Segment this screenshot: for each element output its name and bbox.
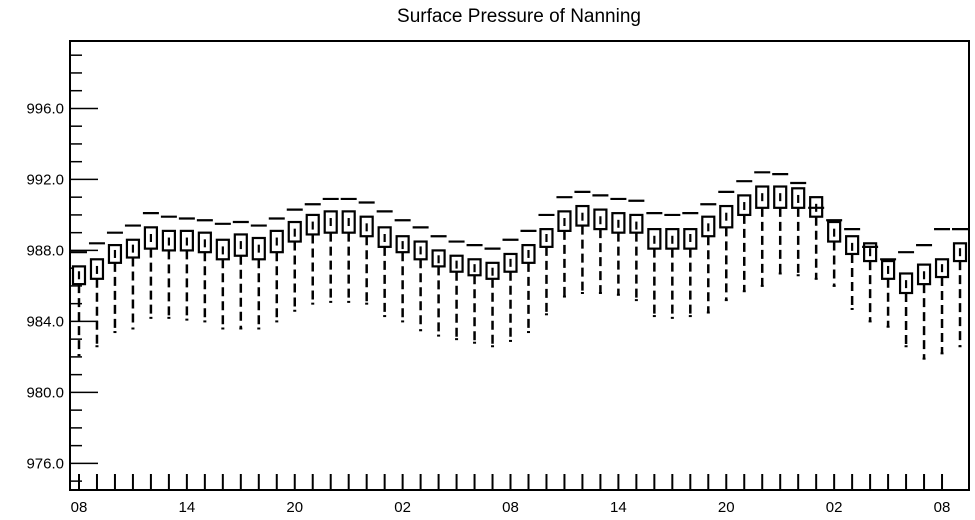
y-tick-label: 988.0	[26, 242, 64, 259]
y-tick-label: 992.0	[26, 171, 64, 188]
x-tick-label: 02	[826, 499, 843, 516]
x-tick-label: 20	[718, 499, 735, 516]
x-tick-label: 08	[934, 499, 951, 516]
x-tick-label: 08	[502, 499, 519, 516]
y-tick-label: 984.0	[26, 313, 64, 330]
chart-title: Surface Pressure of Nanning	[397, 6, 641, 27]
y-tick-label: 976.0	[26, 455, 64, 472]
x-tick-label: 14	[610, 499, 627, 516]
x-tick-label: 08	[71, 499, 88, 516]
y-tick-label: 980.0	[26, 384, 64, 401]
x-tick-label: 20	[286, 499, 303, 516]
plot-area: 976.0 980.0 984.0 988.0 992.0 996.0 08 14 20 02 08…	[26, 54, 969, 516]
x-tick-label: 02	[394, 499, 411, 516]
y-tick-label: 996.0	[26, 100, 64, 117]
x-tick-label: 14	[179, 499, 196, 516]
plot-frame	[69, 40, 970, 491]
